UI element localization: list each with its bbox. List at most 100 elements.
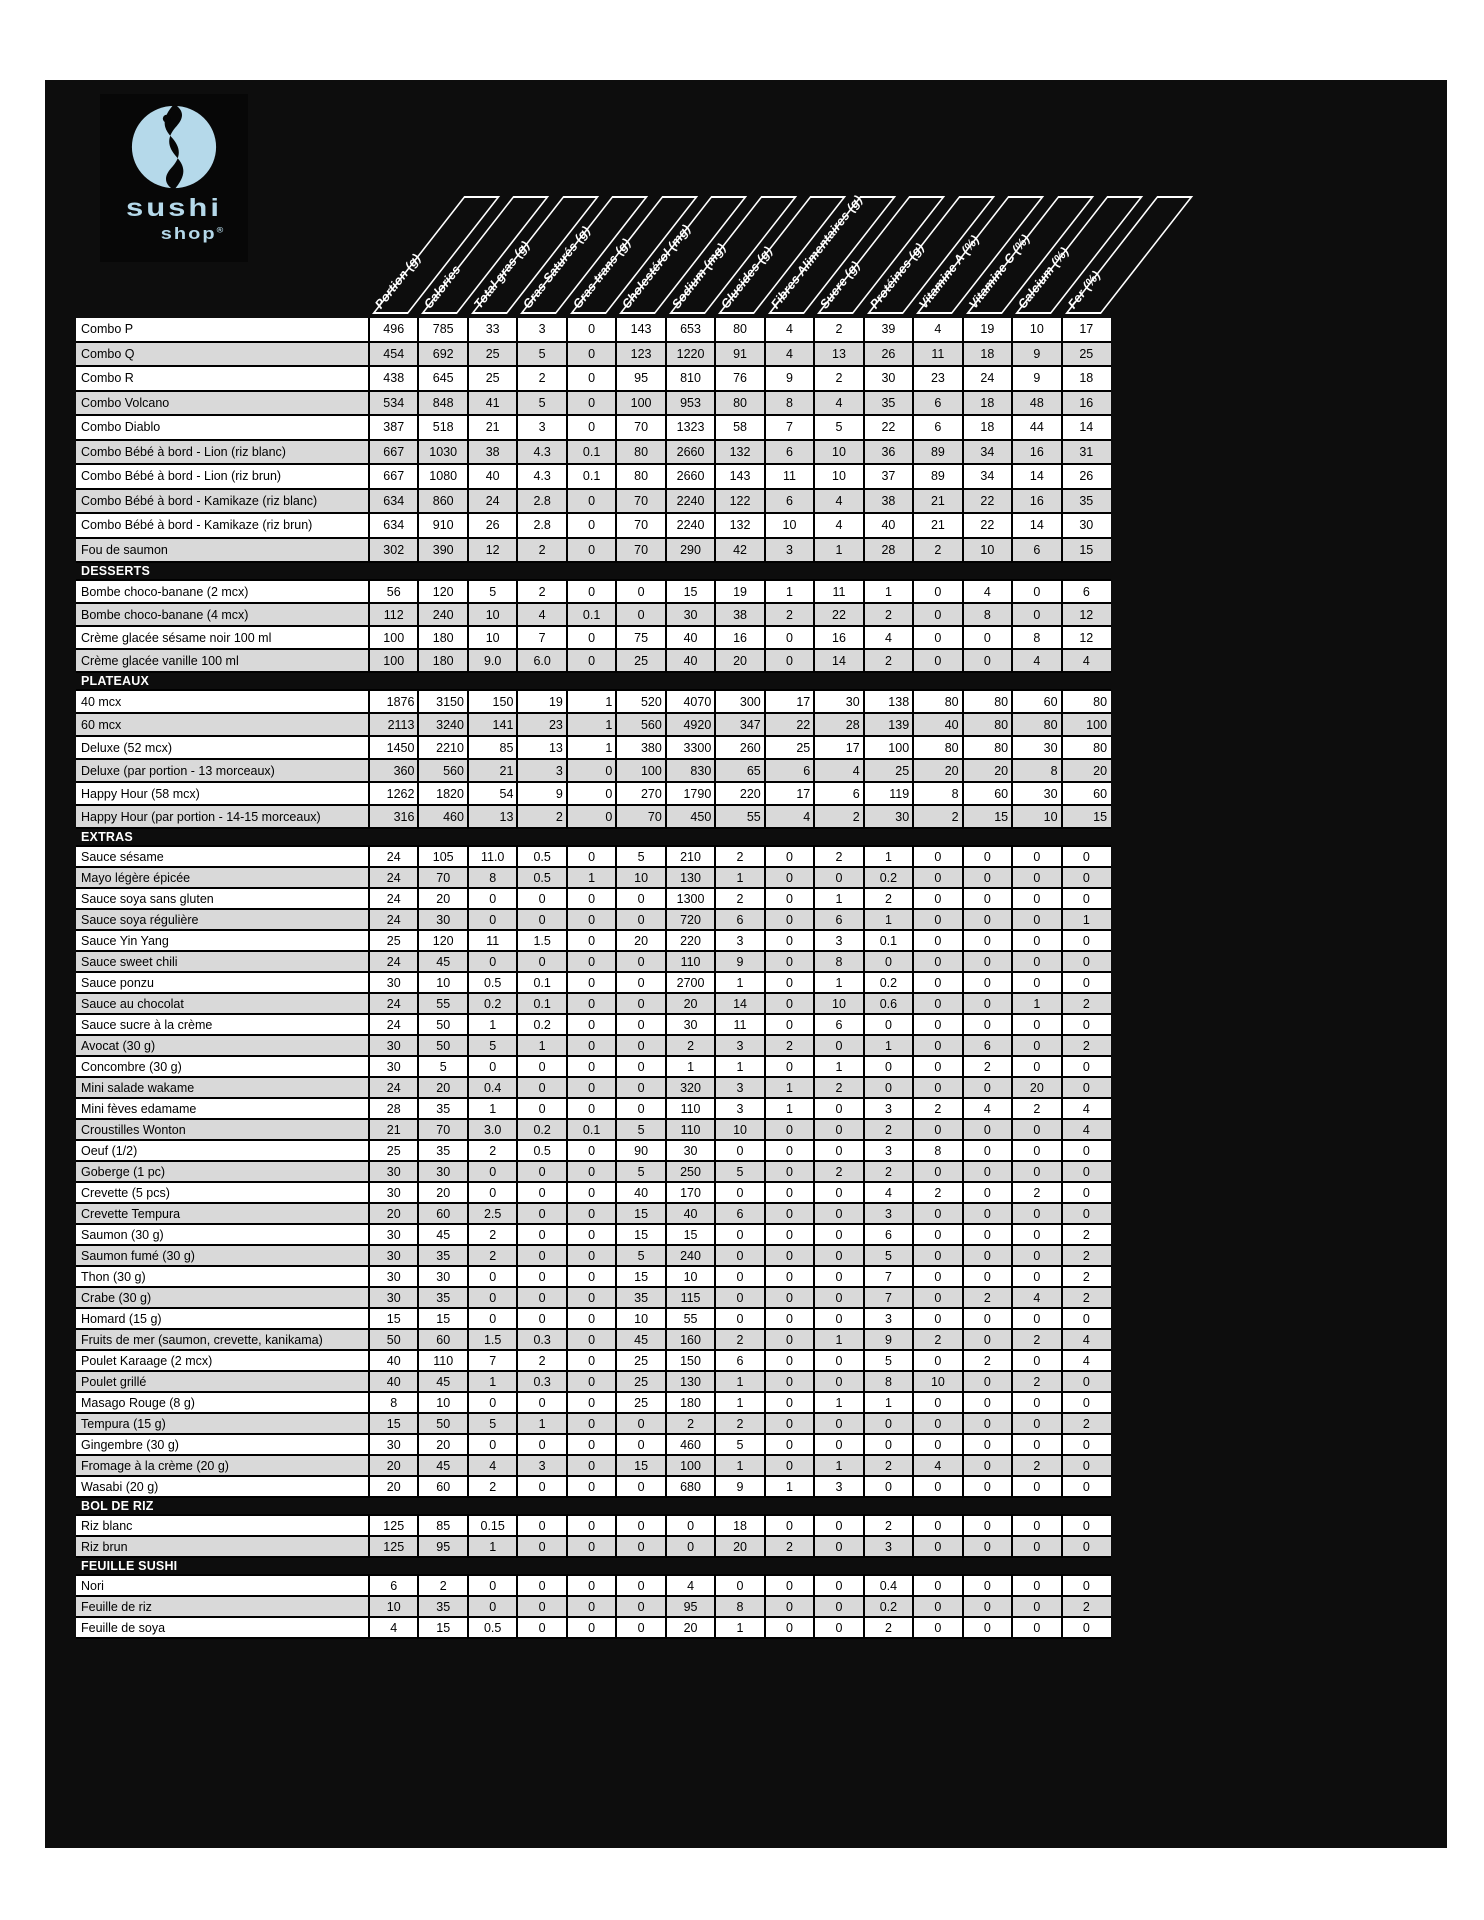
value-cell: 2: [961, 1351, 1011, 1370]
value-cell: 0: [961, 1330, 1011, 1349]
row-label: Combo Bébé à bord - Kamikaze (riz brun): [81, 518, 313, 533]
value-cell: 20: [368, 1477, 417, 1496]
value-cell: 1: [813, 1057, 862, 1076]
table-section: DESSERTS Bombe choco-banane (2 mcx) 56 120 5…: [76, 563, 1111, 673]
table-row: Fou de saumon 302 390 12 2 0 70 290 42 3 1 28 2 10 6 15: [76, 538, 1111, 563]
value-cell: 0: [912, 1057, 961, 1076]
value-cell: 0: [912, 1477, 961, 1496]
value-cell: 2: [763, 604, 813, 625]
value-cell: 220: [664, 931, 714, 950]
value-cell: 160: [664, 1330, 714, 1349]
value-cell: 390: [417, 538, 466, 561]
value-cell: 0: [664, 1516, 714, 1535]
table-row: Homard (15 g) 15 15 0 0 0 10 55 0 0 0 3 0 0 0 0: [76, 1309, 1111, 1330]
value-cell: 5: [862, 1246, 912, 1265]
value-cell: 1: [714, 973, 763, 992]
value-cell: 60: [417, 1477, 466, 1496]
value-cell: 2: [1011, 1183, 1060, 1202]
value-cell: 560: [417, 760, 466, 781]
value-cell: 0: [763, 1288, 813, 1307]
value-cell: 0: [961, 847, 1011, 866]
value-cell: 0: [1011, 910, 1060, 929]
value-cell: 95: [664, 1597, 714, 1616]
value-cell: 40: [664, 1204, 714, 1223]
value-cell: 2: [813, 1078, 862, 1097]
value-cell: 0: [763, 1618, 813, 1637]
value-cell: 3: [516, 318, 565, 341]
value-cell: 1: [862, 581, 912, 602]
row-label: Sauce sucre à la crème: [81, 1017, 213, 1032]
value-cell: 0: [912, 1414, 961, 1433]
value-cell: 170: [664, 1183, 714, 1202]
value-cell: 2: [912, 806, 961, 827]
value-cell: 6.0: [516, 650, 565, 671]
value-cell: 10: [912, 1372, 961, 1391]
value-cell: 90: [615, 1141, 664, 1160]
value-cell: 30: [368, 1057, 417, 1076]
value-cell: 0: [961, 627, 1011, 648]
value-cell: 5: [516, 391, 565, 414]
table-row: Deluxe (par portion - 13 morceaux) 360 560…: [76, 760, 1111, 783]
value-cell: 0: [466, 1597, 516, 1616]
value-cell: 10: [1011, 806, 1060, 827]
value-cell: 0: [1060, 1057, 1110, 1076]
value-cell: 35: [417, 1288, 466, 1307]
value-cell: 6: [368, 1576, 417, 1595]
value-cell: 496: [368, 318, 417, 341]
value-cell: 0: [763, 910, 813, 929]
value-cell: 0: [466, 952, 516, 971]
value-cell: 0: [565, 806, 615, 827]
value-cell: 30: [368, 1225, 417, 1244]
table-section: EXTRAS Sauce sésame 24 105 11.0 0.5 0 5 210 2 0 2 1 0…: [76, 829, 1111, 1498]
value-cell: 58: [714, 416, 763, 439]
value-cell: 15: [664, 1225, 714, 1244]
value-cell: 4: [1011, 1288, 1060, 1307]
value-cell: 0.3: [516, 1372, 565, 1391]
value-cell: 5: [615, 1162, 664, 1181]
value-cell: 0.1: [565, 465, 615, 488]
value-cell: 0: [565, 538, 615, 561]
value-cell: 3: [714, 1036, 763, 1055]
value-cell: 2: [813, 847, 862, 866]
value-cell: 0: [961, 1372, 1011, 1391]
value-cell: 0: [961, 994, 1011, 1013]
value-cell: 60: [417, 1330, 466, 1349]
value-cell: 460: [417, 806, 466, 827]
value-cell: 20: [615, 931, 664, 950]
value-cell: 0: [961, 1477, 1011, 1496]
value-cell: 0: [912, 1036, 961, 1055]
value-cell: 16: [1060, 391, 1110, 414]
value-cell: 0: [466, 1288, 516, 1307]
value-cell: 10: [961, 538, 1011, 561]
value-cell: 1: [466, 1099, 516, 1118]
value-cell: 0: [565, 1246, 615, 1265]
value-cell: 0: [565, 1267, 615, 1286]
value-cell: 0: [912, 994, 961, 1013]
table-row: Sauce au chocolat 24 55 0.2 0.1 0 0 20 14 0 10 0.6 0…: [76, 994, 1111, 1015]
value-cell: 0: [466, 889, 516, 908]
value-cell: 105: [417, 847, 466, 866]
value-cell: 0: [565, 627, 615, 648]
value-cell: 0: [516, 1576, 565, 1595]
value-cell: 0: [615, 1414, 664, 1433]
value-cell: 0: [912, 931, 961, 950]
value-cell: 2: [1011, 1372, 1060, 1391]
row-label: Concombre (30 g): [81, 1059, 182, 1074]
value-cell: 2: [1060, 1414, 1110, 1433]
value-cell: 0: [912, 627, 961, 648]
value-cell: 80: [912, 691, 961, 712]
value-cell: 2660: [664, 440, 714, 463]
value-cell: 45: [417, 1456, 466, 1475]
value-cell: 1: [763, 1099, 813, 1118]
value-cell: 1: [813, 889, 862, 908]
value-cell: 25: [368, 1141, 417, 1160]
row-label: Combo Bébé à bord - Lion (riz blanc): [81, 444, 286, 459]
value-cell: 0: [1060, 1309, 1110, 1328]
table-row: Fruits de mer (saumon, crevette, kanikam…: [76, 1330, 1111, 1351]
value-cell: 24: [368, 847, 417, 866]
value-cell: 2: [862, 1618, 912, 1637]
table-section: Combo P 496 785 33 3 0 143 653 80 4 2 39 4 19 10 17 Comb…: [76, 318, 1111, 563]
value-cell: 0: [615, 994, 664, 1013]
value-cell: 0: [1011, 1576, 1060, 1595]
value-cell: 0: [763, 1015, 813, 1034]
